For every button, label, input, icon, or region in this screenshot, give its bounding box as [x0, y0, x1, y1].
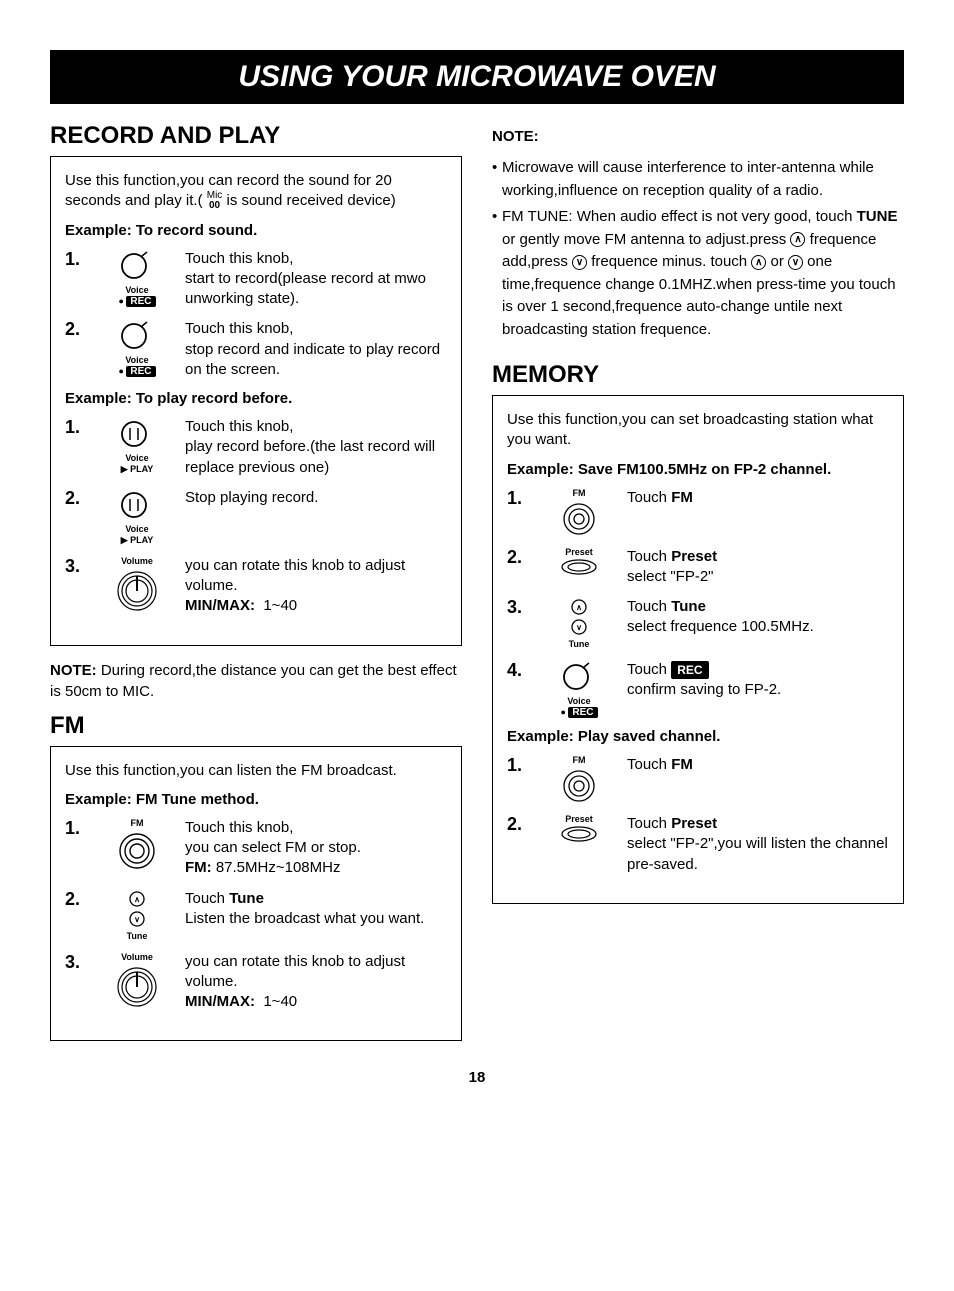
step-number: 2.	[507, 547, 531, 568]
volume-knob-icon: Volume	[97, 556, 177, 613]
step-row: 3. Volume you can rotate this knob to ad…	[65, 556, 447, 617]
example-label: Example: Save FM100.5MHz on FP-2 channel…	[507, 461, 889, 478]
up-icon: ∧	[751, 255, 766, 270]
fm-knob-icon: FM	[539, 755, 619, 804]
note-bullet: FM TUNE: When audio effect is not very g…	[492, 206, 904, 341]
fm-knob-icon: FM	[539, 488, 619, 537]
fm-intro: Use this function,you can listen the FM …	[65, 761, 447, 781]
step-text: Stop playing record.	[185, 488, 447, 508]
svg-text:∧: ∧	[576, 603, 582, 612]
step-number: 3.	[65, 556, 89, 577]
down-icon: ∨	[572, 255, 587, 270]
step-number: 3.	[507, 597, 531, 618]
page-title-bar: USING YOUR MICROWAVE OVEN	[50, 50, 904, 104]
tune-button-icon: ∧∨ Tune	[539, 597, 619, 650]
step-number: 4.	[507, 660, 531, 681]
down-icon: ∨	[788, 255, 803, 270]
tune-button-icon: ∧∨ Tune	[97, 889, 177, 942]
example-label: Example: To record sound.	[65, 222, 447, 239]
step-number: 2.	[65, 488, 89, 509]
step-number: 2.	[65, 889, 89, 910]
step-number: 2.	[507, 814, 531, 835]
fm-heading: FM	[50, 712, 462, 740]
step-text: Touch this knob,start to record(please r…	[185, 249, 447, 310]
step-number: 1.	[65, 249, 89, 270]
note-bullet: Microwave will cause interference to int…	[492, 157, 904, 202]
fm-box: Use this function,you can listen the FM …	[50, 746, 462, 1042]
voice-play-knob-icon: Voice ▶ PLAY	[97, 417, 177, 475]
step-text: you can rotate this knob to adjust volum…	[185, 952, 447, 1013]
step-row: 4. Voice ● REC Touch REC confirm saving …	[507, 660, 889, 718]
step-number: 1.	[65, 417, 89, 438]
svg-text:∨: ∨	[134, 915, 140, 924]
note-bullets: Microwave will cause interference to int…	[492, 157, 904, 341]
step-row: 1. FM Touch FM	[507, 755, 889, 804]
voice-rec-knob-icon: Voice ● REC	[539, 660, 619, 718]
step-row: 1. Voice ▶ PLAY Touch this knob,play rec…	[65, 417, 447, 478]
svg-text:∧: ∧	[134, 895, 140, 904]
step-number: 1.	[507, 755, 531, 776]
step-row: 2. Preset Touch Preset select "FP-2"	[507, 547, 889, 588]
mic-icon: Mic00	[207, 191, 223, 211]
note-heading: NOTE:	[492, 126, 904, 147]
step-text: Touch FM	[627, 488, 889, 508]
step-number: 1.	[65, 818, 89, 839]
step-number: 3.	[65, 952, 89, 973]
step-text: you can rotate this knob to adjust volum…	[185, 556, 447, 617]
preset-button-icon: Preset	[539, 814, 619, 845]
step-text: Touch this knob,play record before.(the …	[185, 417, 447, 478]
record-note: NOTE: During record,the distance you can…	[50, 660, 462, 702]
example-label: Example: To play record before.	[65, 390, 447, 407]
svg-text:∨: ∨	[576, 623, 582, 632]
voice-play-knob-icon: Voice ▶ PLAY	[97, 488, 177, 546]
step-row: 2. Voice ▶ PLAY Stop playing record.	[65, 488, 447, 546]
step-number: 2.	[65, 319, 89, 340]
step-text: Touch this knob,stop record and indicate…	[185, 319, 447, 380]
voice-rec-knob-icon: Voice ● REC	[97, 249, 177, 307]
memory-heading: MEMORY	[492, 361, 904, 389]
step-row: 3. ∧∨ Tune Touch Tune select frequence 1…	[507, 597, 889, 650]
page-number: 18	[50, 1069, 904, 1086]
preset-button-icon: Preset	[539, 547, 619, 578]
step-text: Touch TuneListen the broadcast what you …	[185, 889, 447, 930]
left-column: RECORD AND PLAY Use this function,you ca…	[50, 116, 462, 1055]
step-row: 1. FM Touch this knob,you can select FM …	[65, 818, 447, 879]
right-column: NOTE: Microwave will cause interference …	[492, 116, 904, 1055]
step-row: 1. FM Touch FM	[507, 488, 889, 537]
record-play-box: Use this function,you can record the sou…	[50, 156, 462, 646]
step-text: Touch Preset select "FP-2"	[627, 547, 889, 588]
example-label: Example: Play saved channel.	[507, 728, 889, 745]
step-row: 1. Voice ● REC Touch this knob,start to …	[65, 249, 447, 310]
step-row: 2. Voice ● REC Touch this knob,stop reco…	[65, 319, 447, 380]
step-text: Touch REC confirm saving to FP-2.	[627, 660, 889, 701]
step-row: 2. ∧∨ Tune Touch TuneListen the broadcas…	[65, 889, 447, 942]
fm-knob-icon: FM	[97, 818, 177, 871]
volume-knob-icon: Volume	[97, 952, 177, 1009]
step-row: 3. Volume you can rotate this knob to ad…	[65, 952, 447, 1013]
example-label: Example: FM Tune method.	[65, 791, 447, 808]
step-number: 1.	[507, 488, 531, 509]
up-icon: ∧	[790, 232, 805, 247]
step-text: Touch Tune select frequence 100.5MHz.	[627, 597, 889, 638]
record-play-heading: RECORD AND PLAY	[50, 122, 462, 150]
step-text: Touch FM	[627, 755, 889, 775]
step-text: Touch Preset select "FP-2",you will list…	[627, 814, 889, 875]
memory-intro: Use this function,you can set broadcasti…	[507, 410, 889, 451]
record-play-intro: Use this function,you can record the sou…	[65, 171, 447, 212]
memory-box: Use this function,you can set broadcasti…	[492, 395, 904, 904]
voice-rec-knob-icon: Voice ● REC	[97, 319, 177, 377]
step-text: Touch this knob,you can select FM or sto…	[185, 818, 447, 879]
step-row: 2. Preset Touch Preset select "FP-2",you…	[507, 814, 889, 875]
